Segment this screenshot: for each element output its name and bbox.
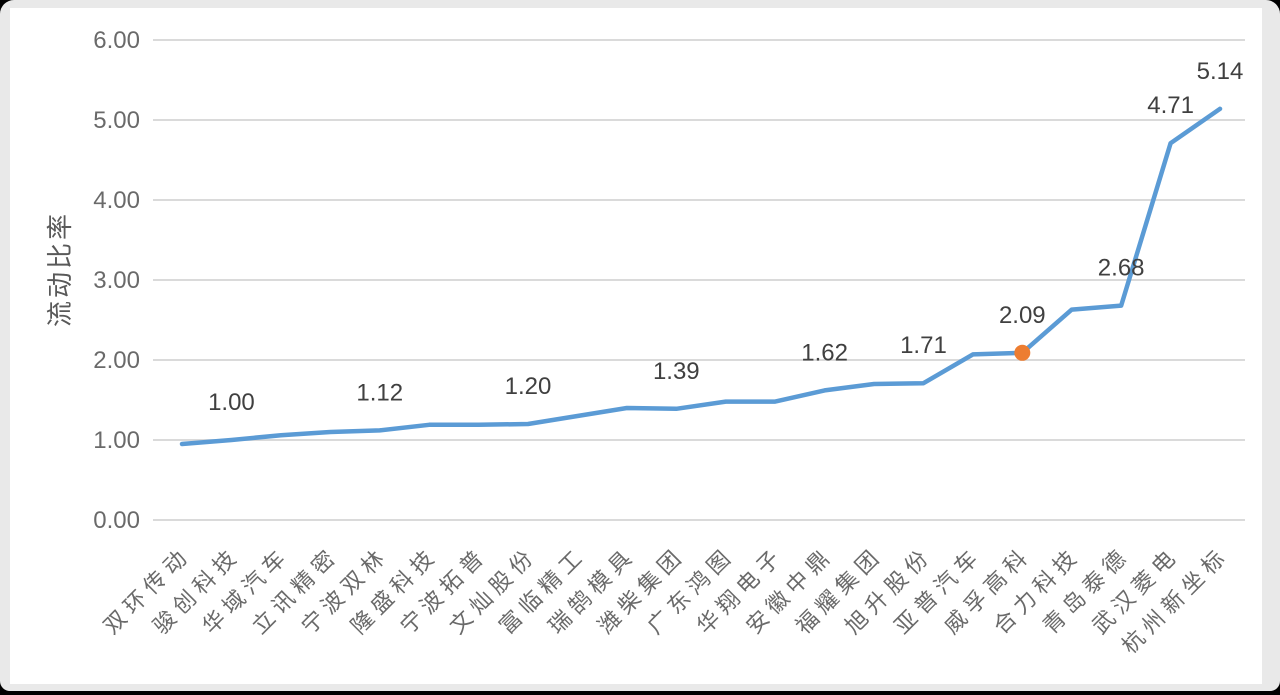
data-point-label: 1.12 (356, 379, 403, 406)
data-point-label: 2.09 (999, 302, 1046, 329)
y-axis-tick-label: 5.00 (93, 107, 140, 134)
data-point-label: 2.68 (1098, 255, 1145, 282)
data-point-label: 5.14 (1197, 58, 1244, 85)
data-point-label: 1.20 (505, 373, 552, 400)
y-axis-title: 流动比率 (45, 210, 75, 327)
y-axis-tick-label: 3.00 (93, 267, 140, 294)
highlight-marker (1014, 344, 1031, 361)
y-axis-tick-labels: 0.00 1.00 2.00 3.00 4.00 5.00 6.00 (93, 27, 140, 534)
data-point-label: 4.71 (1147, 92, 1194, 119)
data-point-label: 1.00 (208, 389, 255, 416)
y-axis-tick-label: 4.00 (93, 187, 140, 214)
data-point-label: 1.71 (900, 332, 947, 359)
y-axis-tick-label: 2.00 (93, 347, 140, 374)
y-axis-tick-label: 1.00 (93, 427, 140, 454)
x-axis-category-labels: 双环传动骏创科技华域汽车立讯精密宁波双林隆盛科技宁波拓普文灿股份富临精工瑞鹄模具… (99, 542, 1234, 659)
y-axis-tick-label: 0.00 (93, 507, 140, 534)
data-point-label: 1.62 (801, 339, 848, 366)
data-point-labels: 1.00 1.12 1.20 1.39 1.62 1.71 2.09 2.68 4.715.14 (208, 58, 1243, 416)
data-series-line (179, 106, 1223, 447)
gridlines (153, 39, 1245, 521)
series-line (179, 106, 1223, 447)
data-point-label: 1.39 (653, 358, 700, 385)
y-axis-tick-label: 6.00 (93, 27, 140, 54)
